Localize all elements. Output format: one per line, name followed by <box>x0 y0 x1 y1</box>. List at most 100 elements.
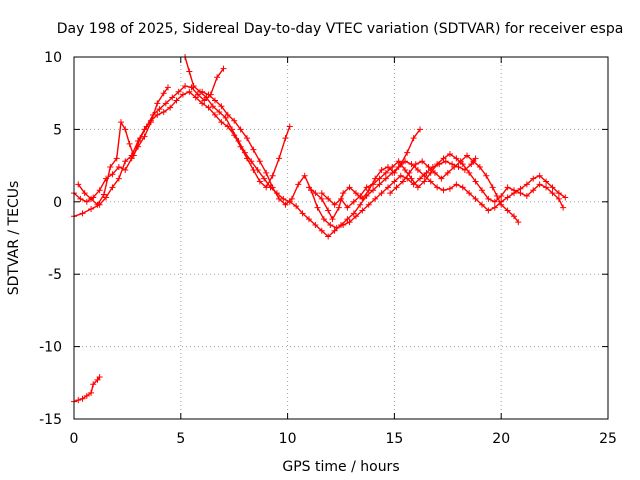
data-point <box>182 82 189 89</box>
data-point <box>382 169 389 176</box>
data-point <box>94 201 101 208</box>
data-point <box>235 137 242 144</box>
data-point <box>122 166 129 173</box>
data-point <box>431 169 438 176</box>
data-point <box>536 181 543 188</box>
data-point <box>491 204 498 211</box>
y-tick-label: 10 <box>44 50 62 66</box>
data-point <box>79 210 86 217</box>
data-point <box>393 184 400 191</box>
data-point <box>438 175 445 182</box>
data-point <box>410 135 417 142</box>
data-point <box>126 140 133 147</box>
series-arc-9 <box>71 374 103 405</box>
grid <box>74 57 608 419</box>
data-point <box>397 172 404 179</box>
data-point <box>79 395 86 402</box>
data-point <box>295 181 302 188</box>
data-point <box>314 204 321 211</box>
data-point <box>417 175 424 182</box>
data-point <box>288 195 295 202</box>
data-point <box>115 164 122 171</box>
data-point <box>250 146 257 153</box>
data-point <box>530 175 537 182</box>
data-point <box>269 172 276 179</box>
data-point <box>282 201 289 208</box>
data-point <box>352 190 359 197</box>
data-point <box>357 193 364 200</box>
data-point <box>515 219 522 226</box>
series-line <box>184 56 566 238</box>
data-point <box>466 169 473 176</box>
data-point <box>446 185 453 192</box>
data-point <box>406 169 413 176</box>
data-point <box>117 119 124 126</box>
data-point <box>391 169 398 176</box>
data-point <box>536 172 543 179</box>
data-point <box>109 171 116 178</box>
data-point <box>81 190 88 197</box>
data-point <box>476 164 483 171</box>
y-tick-label: -15 <box>39 412 62 428</box>
data-point <box>549 190 556 197</box>
data-point <box>511 187 518 194</box>
data-point <box>370 181 377 188</box>
x-tick-label: 5 <box>176 431 185 447</box>
data-point <box>453 181 460 188</box>
data-point <box>229 126 236 133</box>
data-point <box>115 175 122 182</box>
data-point <box>344 204 351 211</box>
data-point <box>417 126 424 133</box>
data-point <box>346 219 353 226</box>
data-point <box>327 221 334 228</box>
data-point <box>325 195 332 202</box>
data-point <box>560 204 567 211</box>
series-line <box>389 154 519 223</box>
data-point <box>338 195 344 202</box>
data-point <box>376 175 383 182</box>
data-point <box>489 184 496 191</box>
y-tick-label: -5 <box>48 267 62 283</box>
data-point <box>256 158 263 165</box>
data-point <box>269 184 276 191</box>
data-point <box>122 158 129 165</box>
data-point <box>156 106 163 113</box>
data-point <box>214 74 221 81</box>
data-point <box>143 123 150 130</box>
data-point <box>419 158 426 165</box>
data-point <box>96 187 103 194</box>
data-point <box>113 155 120 162</box>
data-point <box>421 178 428 185</box>
data-point <box>100 191 107 198</box>
series-line <box>73 86 169 203</box>
data-point <box>491 198 498 205</box>
data-point <box>331 201 338 208</box>
y-tick-label: -10 <box>39 340 62 356</box>
series-arc-1 <box>71 84 171 205</box>
data-point <box>412 161 419 168</box>
data-point <box>363 184 370 191</box>
data-point <box>446 151 453 158</box>
y-tick-label: 0 <box>53 195 62 211</box>
data-point <box>312 190 319 197</box>
data-point <box>543 184 550 191</box>
data-point <box>96 374 103 381</box>
x-tick-label: 25 <box>599 431 617 447</box>
data-point <box>276 195 283 202</box>
data-point <box>90 381 97 388</box>
data-point <box>464 152 471 159</box>
data-point <box>399 178 406 185</box>
series-line <box>73 91 291 217</box>
data-point <box>254 166 261 173</box>
data-point <box>261 175 268 182</box>
data-point <box>478 201 485 208</box>
data-point <box>440 187 447 194</box>
data-point <box>173 97 180 104</box>
data-point <box>504 184 511 191</box>
data-point <box>562 194 569 201</box>
data-point <box>530 187 537 194</box>
data-point <box>199 88 206 95</box>
data-point <box>523 193 530 200</box>
data-point <box>107 164 114 171</box>
data-point <box>434 161 441 168</box>
